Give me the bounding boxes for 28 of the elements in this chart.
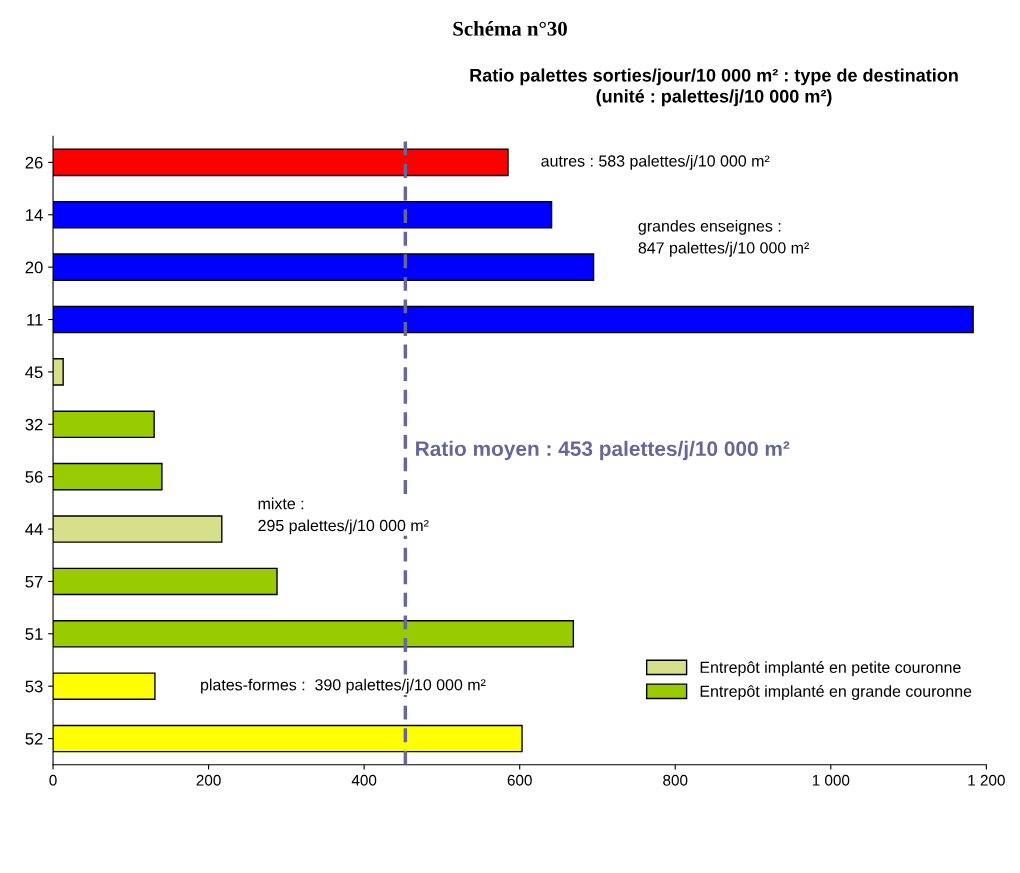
- chart-title: Schéma n°30: [453, 21, 567, 36]
- x-tick-label: 0: [49, 774, 57, 786]
- annotation: grandes enseignes : 847 palettes/j/10 000 m²: [638, 219, 809, 257]
- x-tick-label: 800: [663, 774, 688, 786]
- x-tick-label: 600: [507, 774, 532, 786]
- y-tick-label: 20: [25, 261, 43, 274]
- y-tick-label: 11: [27, 314, 43, 326]
- x-tick-label: 400: [351, 774, 377, 786]
- y-tick-label: 53: [25, 680, 43, 693]
- x-tick-label: 1 000: [812, 774, 850, 786]
- annotation: mixte : 295 palettes/j/10 000 m²: [258, 497, 429, 535]
- annotation: autres : 583 palettes/j/10 000 m²: [541, 154, 770, 170]
- y-tick-label: 56: [25, 471, 43, 483]
- chart-subtitle: Ratio palettes sorties/jour/10 000 m² : type de destination (unité : palettes/j/10 000 m²): [470, 68, 958, 107]
- y-tick-label: 51: [25, 628, 43, 640]
- y-tick-label: 52: [25, 732, 43, 745]
- y-tick-label: 45: [25, 366, 43, 379]
- y-tick-label: 44: [25, 523, 43, 536]
- x-tick-label: 1 200: [968, 774, 1005, 786]
- y-tick-label: 26: [25, 156, 43, 169]
- y-tick-label: 57: [25, 575, 43, 588]
- legend-label: Entrepôt implanté en petite couronne: [700, 661, 961, 677]
- x-tick-label: 200: [196, 774, 221, 786]
- legend-label: Entrepôt implanté en grande couronne: [700, 685, 972, 701]
- y-tick-label: 14: [26, 209, 43, 221]
- y-tick-label: 32: [25, 418, 43, 431]
- ref-line-label: Ratio moyen : 453 palettes/j/10 000 m²: [416, 440, 790, 461]
- annotation: plates-formes : 390 palettes/j/10 000 m²: [201, 678, 486, 694]
